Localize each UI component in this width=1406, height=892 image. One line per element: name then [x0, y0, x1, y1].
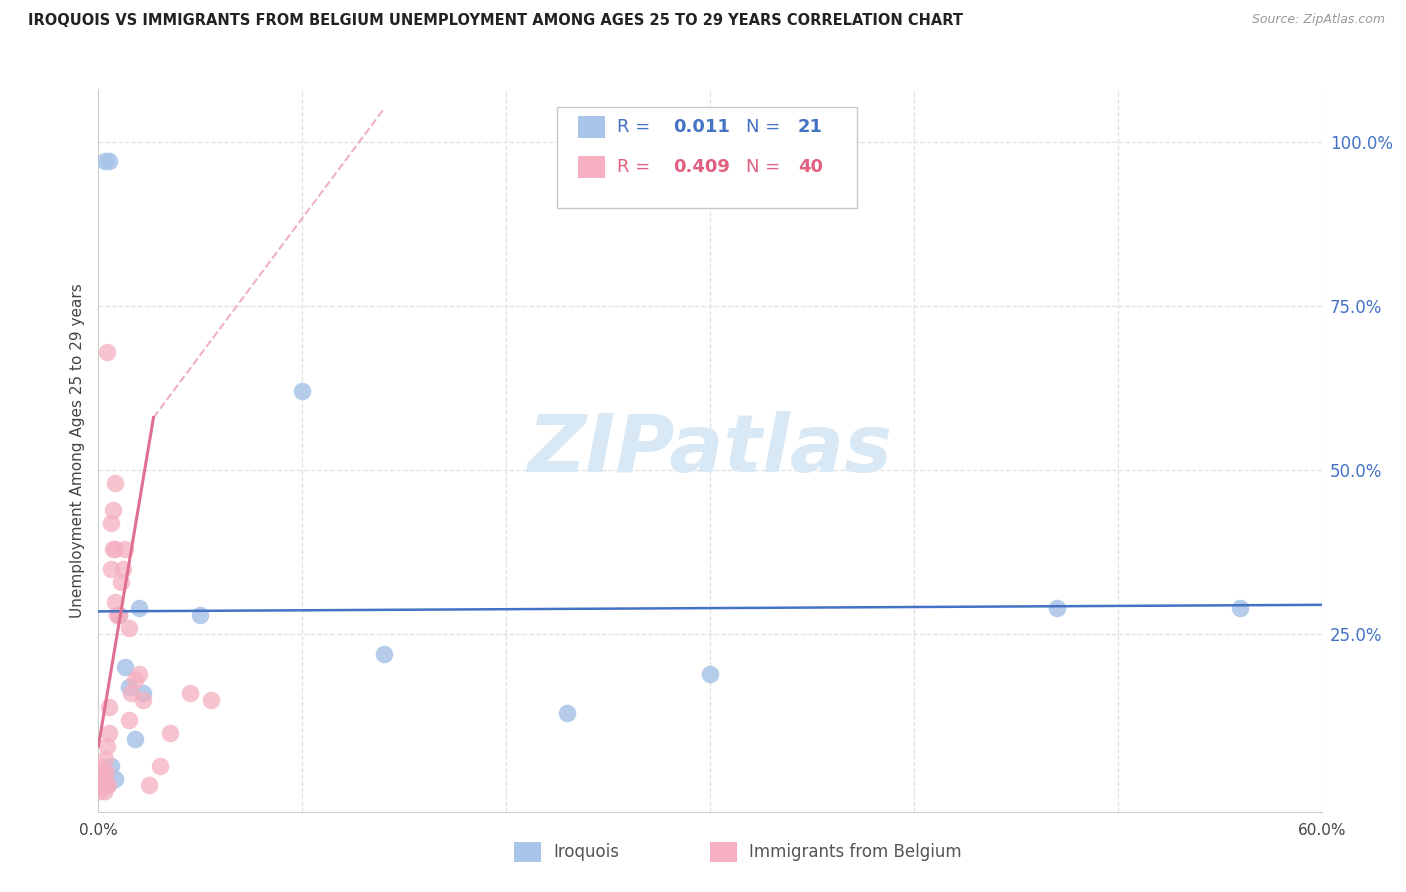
Text: N =: N = — [745, 158, 786, 176]
Point — [118, 621, 141, 635]
Point — [93, 154, 115, 169]
Point — [91, 779, 114, 793]
Text: R =: R = — [617, 119, 657, 136]
Point — [89, 772, 111, 786]
Point — [93, 785, 115, 799]
Point — [96, 779, 118, 793]
Point — [138, 779, 160, 793]
Point — [97, 699, 120, 714]
FancyBboxPatch shape — [710, 842, 737, 863]
Point — [96, 779, 118, 793]
Y-axis label: Unemployment Among Ages 25 to 29 years: Unemployment Among Ages 25 to 29 years — [69, 283, 84, 618]
Point — [118, 680, 141, 694]
Point — [1045, 601, 1069, 615]
Point — [1229, 601, 1251, 615]
Point — [96, 765, 118, 780]
Point — [159, 726, 181, 740]
Point — [89, 785, 111, 799]
Point — [128, 666, 150, 681]
Point — [132, 686, 155, 700]
Point — [373, 647, 395, 661]
Point — [93, 772, 115, 786]
Point — [188, 607, 212, 622]
Point — [124, 673, 146, 688]
Point — [124, 732, 146, 747]
Point — [101, 502, 124, 516]
FancyBboxPatch shape — [578, 116, 605, 138]
FancyBboxPatch shape — [515, 842, 541, 863]
Text: Source: ZipAtlas.com: Source: ZipAtlas.com — [1251, 13, 1385, 27]
Point — [97, 779, 120, 793]
Point — [149, 758, 172, 772]
Text: Iroquois: Iroquois — [554, 843, 620, 861]
Point — [179, 686, 201, 700]
Point — [91, 758, 114, 772]
Point — [699, 666, 721, 681]
Point — [114, 541, 136, 556]
Point — [120, 686, 142, 700]
Point — [105, 607, 128, 622]
Point — [111, 562, 134, 576]
Point — [118, 713, 141, 727]
Point — [97, 154, 120, 169]
Text: R =: R = — [617, 158, 657, 176]
Point — [200, 693, 222, 707]
Point — [91, 765, 114, 780]
Point — [93, 752, 115, 766]
Point — [100, 562, 122, 576]
FancyBboxPatch shape — [557, 107, 856, 209]
Point — [100, 516, 122, 530]
Point — [104, 541, 127, 556]
Text: 40: 40 — [799, 158, 823, 176]
Point — [132, 693, 155, 707]
Text: Immigrants from Belgium: Immigrants from Belgium — [749, 843, 962, 861]
Text: 0.409: 0.409 — [673, 158, 730, 176]
Point — [96, 739, 118, 753]
Point — [557, 706, 579, 721]
Text: 21: 21 — [799, 119, 823, 136]
Point — [104, 772, 127, 786]
Text: ZIPatlas: ZIPatlas — [527, 411, 893, 490]
Text: N =: N = — [745, 119, 786, 136]
Point — [291, 384, 314, 399]
Point — [96, 345, 118, 359]
Point — [108, 607, 131, 622]
Point — [128, 601, 150, 615]
Text: IROQUOIS VS IMMIGRANTS FROM BELGIUM UNEMPLOYMENT AMONG AGES 25 TO 29 YEARS CORRE: IROQUOIS VS IMMIGRANTS FROM BELGIUM UNEM… — [28, 13, 963, 29]
Point — [110, 574, 132, 589]
Point — [108, 607, 131, 622]
Point — [93, 765, 115, 780]
Point — [104, 476, 127, 491]
Point — [101, 541, 124, 556]
Point — [97, 726, 120, 740]
Point — [100, 758, 122, 772]
Point — [104, 594, 127, 608]
FancyBboxPatch shape — [578, 156, 605, 178]
Text: 0.011: 0.011 — [673, 119, 730, 136]
Point — [89, 779, 111, 793]
Point — [114, 660, 136, 674]
